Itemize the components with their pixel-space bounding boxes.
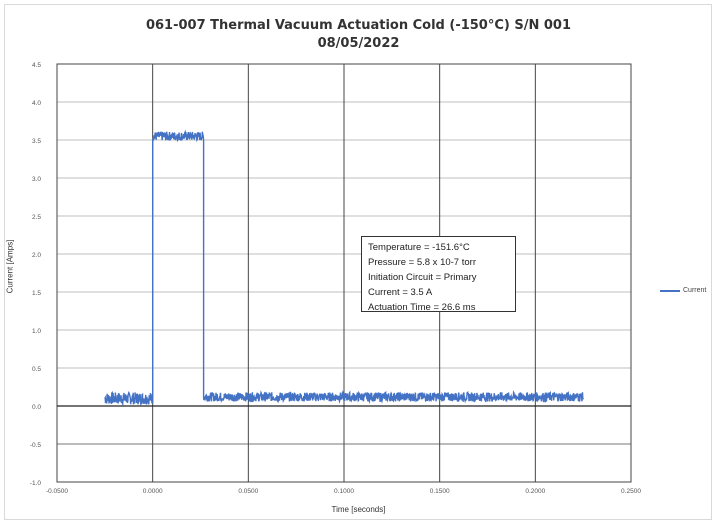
chart-subtitle: 08/05/2022	[317, 36, 400, 51]
x-axis-label: Time [seconds]	[331, 505, 386, 514]
annotation-current: Current = 3.5 A	[368, 287, 433, 298]
x-tick-label: 0.2500	[621, 488, 641, 495]
chart-frame	[4, 4, 712, 520]
y-tick-label: 4.5	[32, 62, 41, 69]
y-tick-label: 3.5	[32, 138, 41, 145]
y-tick-label: 1.5	[32, 290, 41, 297]
y-tick-label: -0.5	[30, 442, 42, 449]
y-tick-label: 3.0	[32, 176, 41, 183]
annotation-temperature: Temperature = -151.6°C	[368, 242, 470, 253]
annotation-circuit: Initiation Circuit = Primary	[368, 272, 477, 283]
annotation-pressure: Pressure = 5.8 x 10-7 torr	[368, 257, 476, 268]
y-tick-label: 0.5	[32, 366, 41, 373]
y-tick-label: 1.0	[32, 328, 41, 335]
x-tick-label: 0.0500	[238, 488, 258, 495]
y-tick-label: 2.5	[32, 214, 41, 221]
x-tick-label: 0.1000	[334, 488, 354, 495]
legend: Current	[660, 287, 706, 294]
legend-swatch	[660, 289, 680, 292]
x-tick-label: 0.0000	[143, 488, 163, 495]
y-tick-label: 4.0	[32, 100, 41, 107]
y-tick-label: 0.0	[32, 404, 41, 411]
y-tick-label: -1.0	[30, 480, 42, 487]
plot-border	[56, 63, 632, 483]
annotation-box: Temperature = -151.6°C Pressure = 5.8 x …	[361, 236, 516, 313]
x-tick-label: 0.1500	[430, 488, 450, 495]
x-tick-label: -0.0500	[46, 488, 68, 495]
chart-title: 061-007 Thermal Vacuum Actuation Cold (-…	[145, 18, 572, 33]
y-tick-label: 2.0	[32, 252, 41, 259]
x-tick-label: 0.2000	[525, 488, 545, 495]
legend-label: Current	[683, 287, 707, 294]
series-current-line	[104, 129, 584, 407]
y-axis-label: Current [Amps]	[5, 239, 15, 294]
annotation-actuation-time: Actuation Time = 26.6 ms	[368, 302, 476, 313]
